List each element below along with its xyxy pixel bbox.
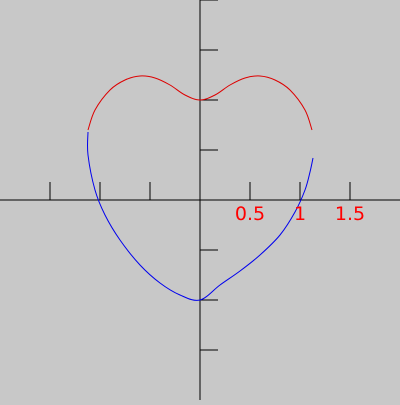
x-tick-label: 1 xyxy=(294,203,306,225)
curve-series-1 xyxy=(87,75,313,131)
x-tick-label: 0.5 xyxy=(235,203,265,225)
x-tick-label: 1.5 xyxy=(335,203,365,225)
curve-series-2 xyxy=(86,131,314,301)
